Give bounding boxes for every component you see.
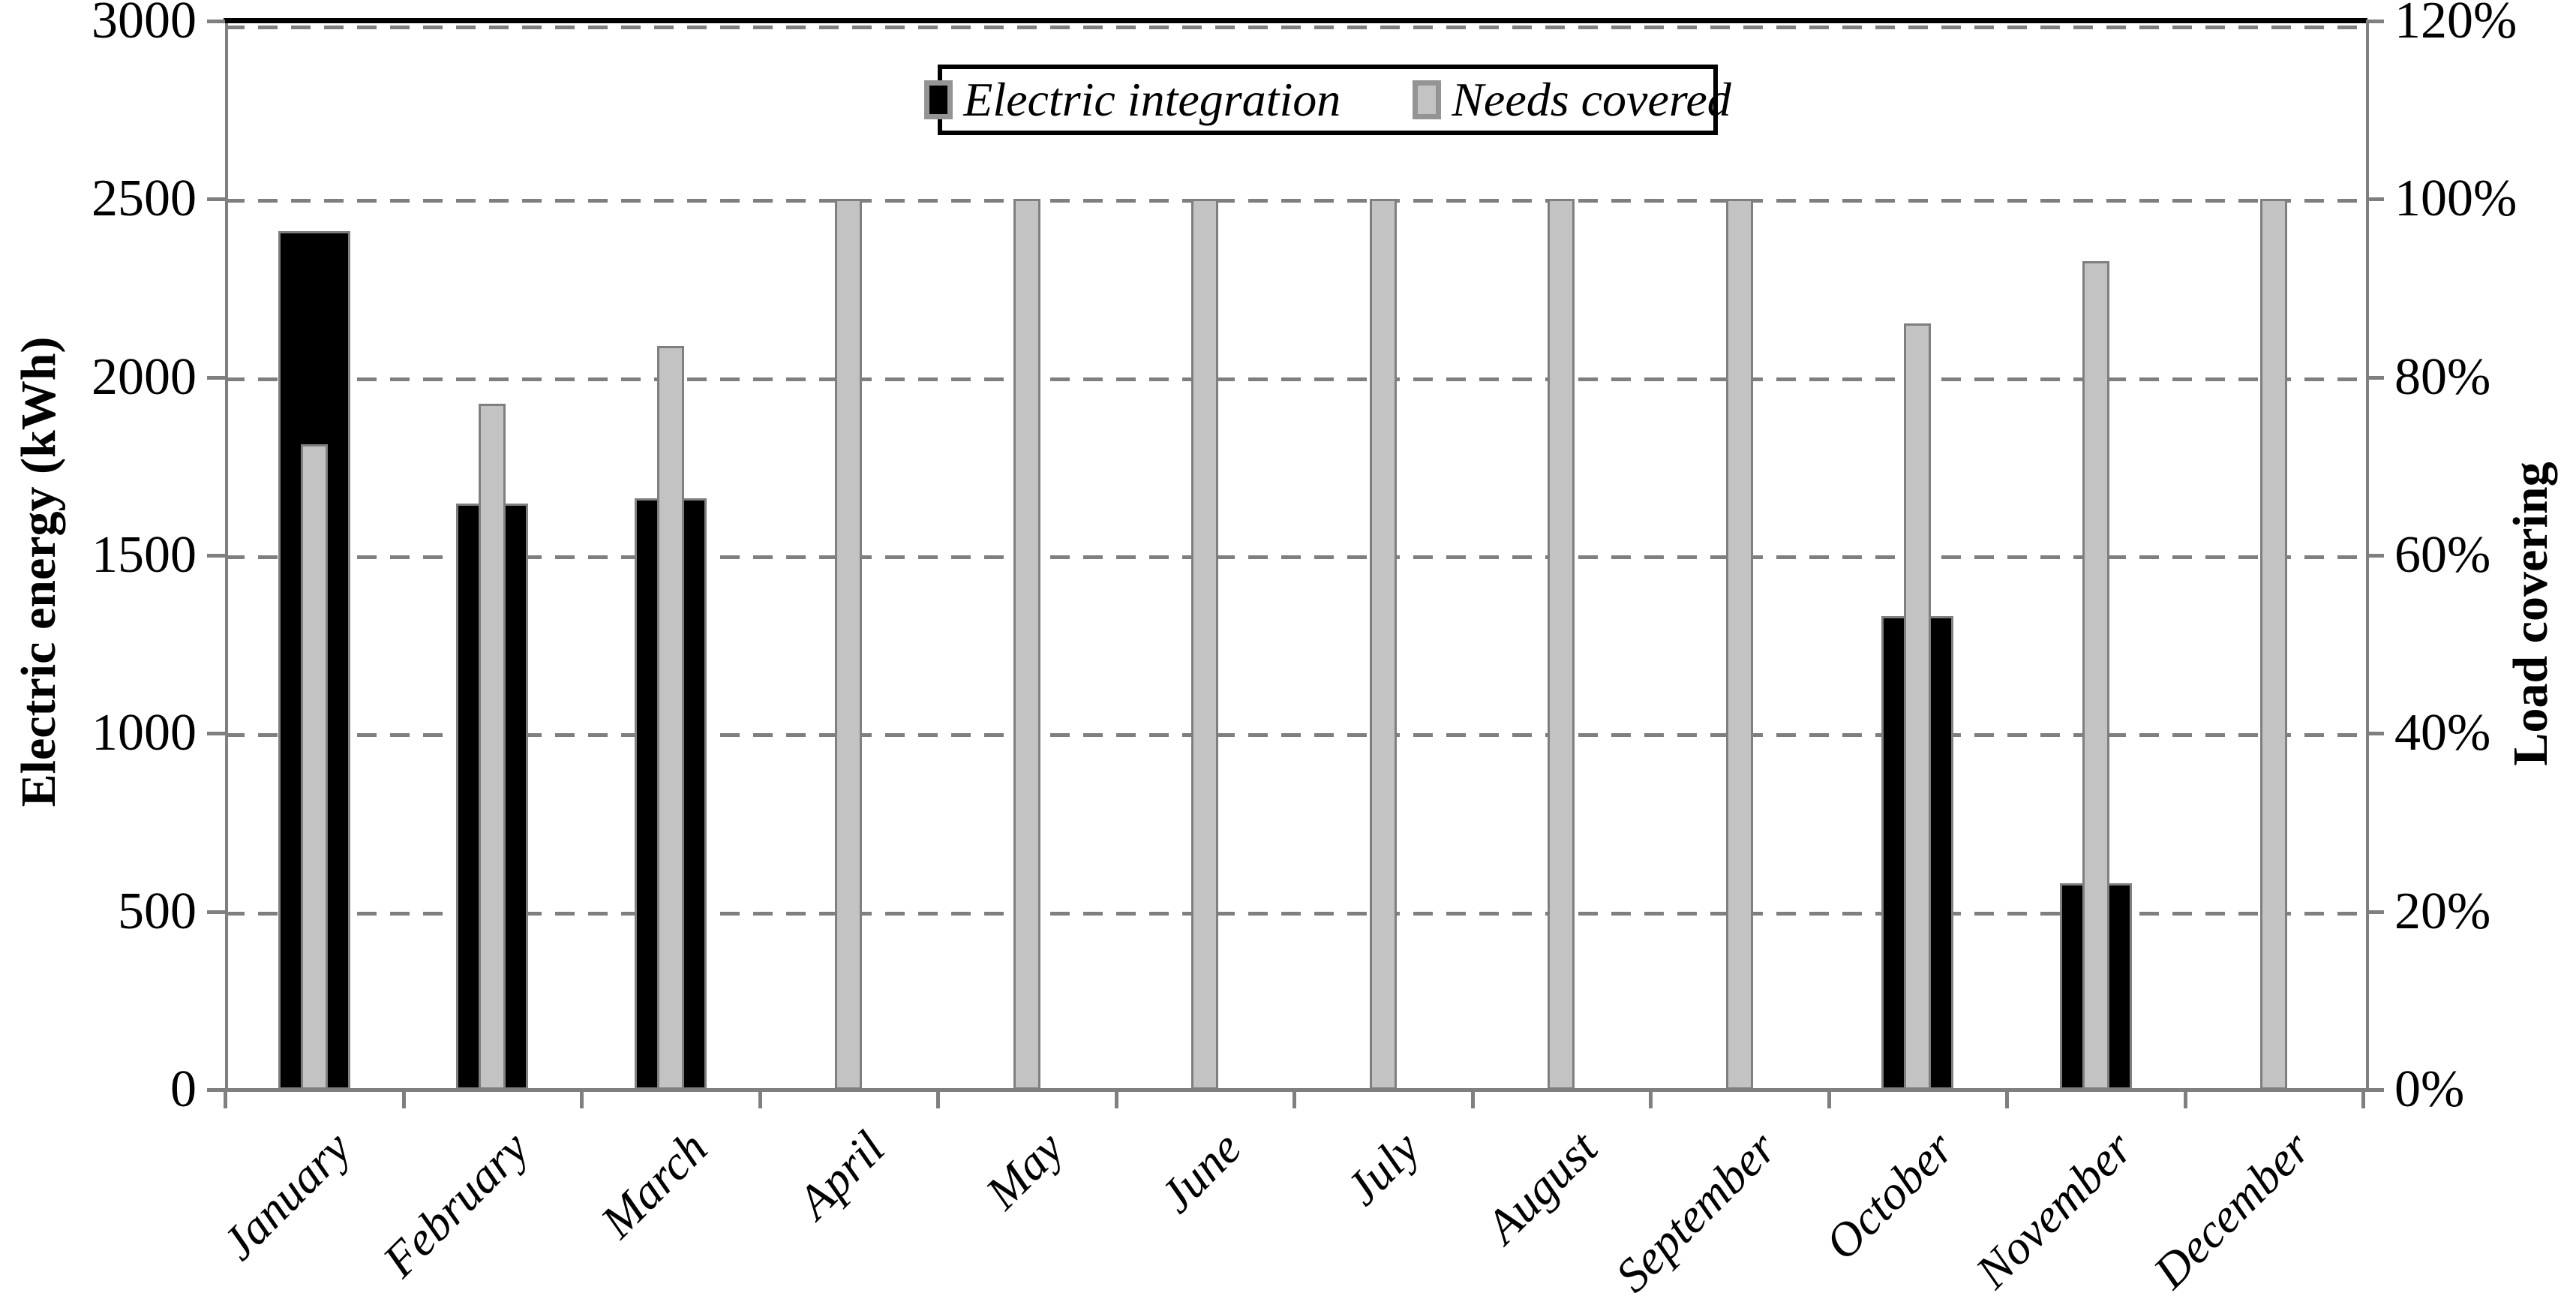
x-tick — [1827, 1092, 1831, 1108]
bar-needs-covered-september — [1726, 199, 1753, 1090]
x-axis-line — [224, 1088, 2367, 1092]
x-tick-label: December — [2142, 1120, 2321, 1299]
y-tick-label-left: 2000 — [92, 348, 197, 406]
y-tick-label-right: 0% — [2394, 1060, 2465, 1118]
y-tick-right — [2366, 20, 2384, 23]
legend-entry-electric-integration: Electric integration — [924, 72, 1341, 128]
x-tick — [758, 1092, 762, 1108]
gridline — [225, 733, 2363, 737]
bar-needs-covered-may — [1013, 199, 1040, 1090]
y-tick-left — [207, 376, 225, 380]
y-tick-label-right: 60% — [2394, 526, 2491, 584]
bar-needs-covered-august — [1548, 199, 1575, 1090]
y-tick-label-right: 120% — [2394, 0, 2517, 50]
y-tick-label-left: 0 — [170, 1060, 197, 1118]
x-tick — [1115, 1092, 1118, 1108]
bar-needs-covered-march — [657, 346, 684, 1090]
bar-needs-covered-december — [2260, 199, 2287, 1090]
y-tick-left — [207, 910, 225, 914]
y-tick-right — [2366, 1088, 2384, 1092]
y-tick-label-right: 80% — [2394, 348, 2491, 406]
y-tick-label-right: 100% — [2394, 170, 2517, 227]
x-tick — [2184, 1092, 2187, 1108]
x-tick — [2005, 1092, 2009, 1108]
x-tick — [402, 1092, 406, 1108]
y-tick-right — [2366, 732, 2384, 735]
gridline — [225, 555, 2363, 559]
legend-label-electric-integration: Electric integration — [963, 73, 1341, 126]
bar-needs-covered-july — [1370, 199, 1397, 1090]
x-tick — [936, 1092, 940, 1108]
x-tick — [1293, 1092, 1296, 1108]
y-tick-label-left: 1000 — [92, 704, 197, 762]
legend-entry-needs-covered: Needs covered — [1413, 72, 1731, 128]
y-tick-label-right: 20% — [2394, 883, 2491, 940]
y-tick-label-left: 3000 — [92, 0, 197, 50]
x-tick — [1471, 1092, 1475, 1108]
bar-needs-covered-october — [1904, 323, 1931, 1090]
x-tick — [224, 1092, 227, 1108]
gridline — [225, 377, 2363, 381]
bar-needs-covered-january — [301, 444, 328, 1090]
y-tick-right — [2366, 910, 2384, 914]
y-tick-left — [207, 554, 225, 558]
y-tick-right — [2366, 554, 2384, 558]
y-tick-left — [207, 197, 225, 201]
y-tick-left — [207, 1088, 225, 1092]
x-tick-label-wrap: December — [1864, 1121, 2320, 1298]
electric-integration-swatch-icon — [924, 80, 953, 119]
y-tick-left — [207, 20, 225, 23]
legend-label-needs-covered: Needs covered — [1452, 73, 1731, 126]
x-tick — [2361, 1092, 2365, 1108]
bar-needs-covered-november — [2082, 261, 2109, 1090]
gridline — [225, 199, 2363, 203]
y-tick-right — [2366, 197, 2384, 201]
x-tick — [580, 1092, 584, 1108]
y-tick-label-right: 40% — [2394, 704, 2491, 762]
y-tick-right — [2366, 376, 2384, 380]
y-tick-left — [207, 732, 225, 735]
y-tick-label-left: 500 — [118, 883, 197, 940]
plot-top-border — [224, 18, 2367, 23]
bar-electric-integration-january — [278, 231, 350, 1090]
bar-needs-covered-june — [1191, 199, 1218, 1090]
gridline — [225, 26, 2363, 29]
gridline — [225, 912, 2363, 916]
bar-needs-covered-april — [835, 199, 862, 1090]
y-tick-label-left: 1500 — [92, 526, 197, 584]
x-tick — [1649, 1092, 1653, 1108]
y-tick-label-left: 2500 — [92, 170, 197, 227]
legend: Electric integration Needs covered — [924, 65, 1731, 135]
needs-covered-swatch-icon — [1413, 80, 1442, 119]
bar-needs-covered-february — [479, 404, 506, 1090]
